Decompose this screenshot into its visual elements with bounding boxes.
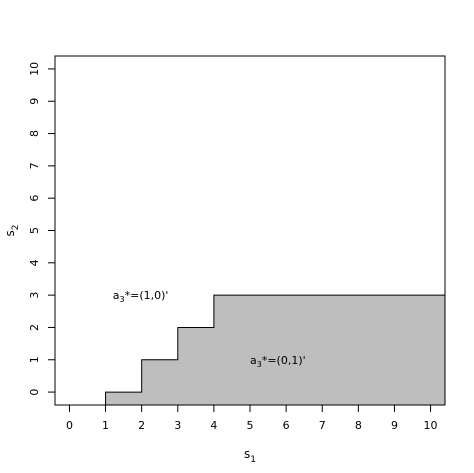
- y-tick-label: 9: [28, 98, 41, 105]
- x-tick-label: 1: [102, 419, 109, 432]
- x-tick-label: 2: [138, 419, 145, 432]
- y-tick-label: 3: [28, 292, 41, 299]
- x-axis: 0 1 2 3 4 5 6 7 8 9 10: [66, 404, 438, 432]
- y-tick-label: 7: [28, 162, 41, 169]
- x-tick-label: 3: [174, 419, 181, 432]
- y-tick-label: 4: [28, 259, 41, 266]
- y-axis-title: s2: [3, 225, 21, 237]
- x-tick-label: 9: [391, 419, 398, 432]
- region-label-upper: a3*=(1,0)': [113, 289, 169, 304]
- y-tick-label: 6: [28, 195, 41, 202]
- x-tick-label: 5: [247, 419, 254, 432]
- y-tick-label: 1: [28, 356, 41, 363]
- y-tick-label: 10: [28, 62, 41, 76]
- y-tick-label: 0: [28, 389, 41, 396]
- x-tick-label: 6: [283, 419, 290, 432]
- x-tick-label: 7: [319, 419, 326, 432]
- x-axis-title: s1: [244, 447, 256, 465]
- y-tick-label: 8: [28, 130, 41, 137]
- x-tick-label: 0: [66, 419, 73, 432]
- x-tick-label: 4: [210, 419, 217, 432]
- x-tick-label: 10: [424, 419, 438, 432]
- shaded-region: [105, 294, 446, 406]
- region-label-lower: a3*=(0,1)': [250, 354, 306, 369]
- x-tick-label: 8: [355, 419, 362, 432]
- y-tick-label: 5: [28, 227, 41, 234]
- y-tick-label: 2: [28, 324, 41, 331]
- y-axis: 0 1 2 3 4 5 6 7 8 9 10: [28, 62, 56, 396]
